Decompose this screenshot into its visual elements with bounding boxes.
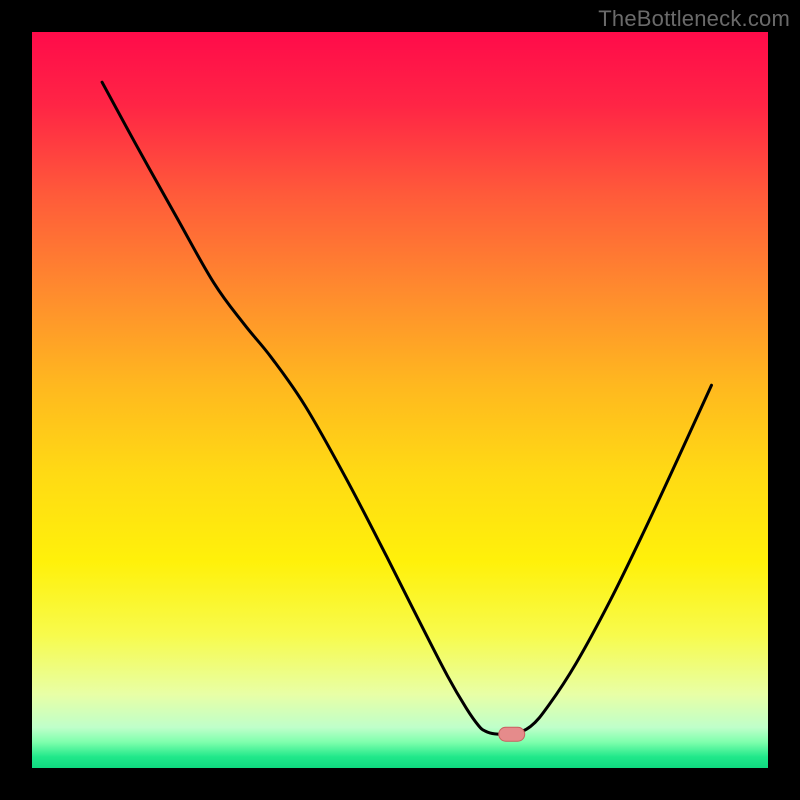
gradient-background — [32, 32, 768, 768]
watermark-text: TheBottleneck.com — [598, 6, 790, 32]
optimal-marker — [499, 727, 525, 741]
chart-svg — [0, 0, 800, 800]
bottleneck-chart: TheBottleneck.com — [0, 0, 800, 800]
